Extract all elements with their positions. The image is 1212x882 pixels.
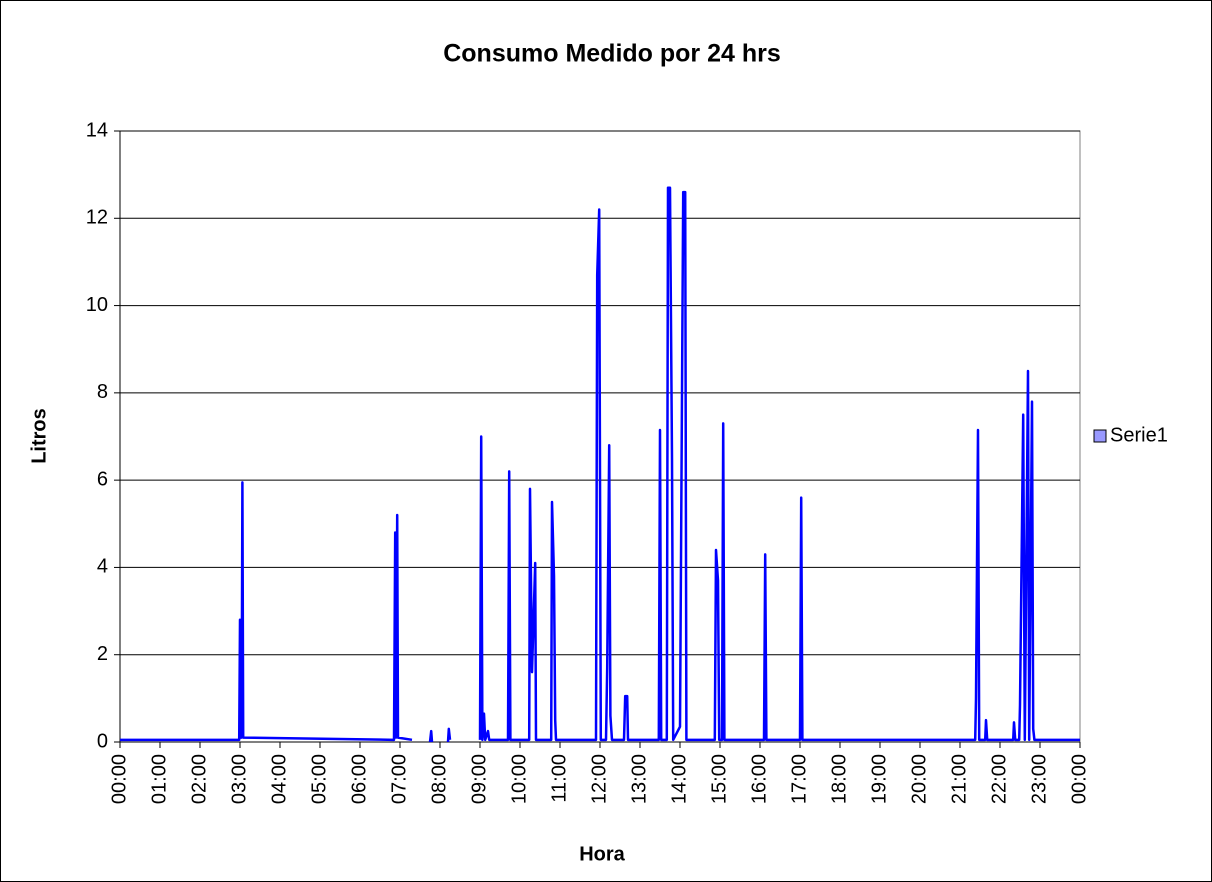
data-line (120, 186, 1080, 743)
x-tick-label: 04:00 (268, 754, 290, 804)
x-tick-label: 09:00 (468, 754, 490, 804)
x-tick-label: 12:00 (588, 754, 610, 804)
y-tick-label: 10 (86, 294, 108, 316)
x-tick-label: 02:00 (188, 754, 210, 804)
y-tick-label: 2 (97, 643, 108, 665)
x-tick-label: 10:00 (508, 754, 530, 804)
x-tick-label: 19:00 (868, 754, 890, 804)
x-tick-label: 08:00 (428, 754, 450, 804)
x-tick-label: 20:00 (908, 754, 930, 804)
x-tick-label: 05:00 (308, 754, 330, 804)
x-tick-label: 14:00 (668, 754, 690, 804)
x-tick-label: 01:00 (148, 754, 170, 804)
x-tick-label: 22:00 (988, 754, 1010, 804)
x-axis-title: Hora (579, 843, 625, 865)
x-tick-label: 21:00 (948, 754, 970, 804)
y-axis-title: Litros (28, 408, 50, 464)
y-tick-label: 0 (97, 730, 108, 752)
x-tick-label: 13:00 (628, 754, 650, 804)
x-tick-label: 17:00 (788, 754, 810, 804)
x-tick-label: 07:00 (388, 754, 410, 804)
x-tick-label: 11:00 (548, 754, 570, 803)
y-tick-label: 4 (97, 556, 108, 578)
x-tick-label: 16:00 (748, 754, 770, 804)
x-tick-label: 00:00 (108, 754, 130, 804)
x-tick-label: 03:00 (228, 754, 250, 804)
x-tick-label: 06:00 (348, 754, 370, 804)
x-tick-label: 00:00 (1068, 754, 1090, 804)
y-tick-label: 14 (86, 119, 108, 141)
x-tick-label: 18:00 (828, 754, 850, 804)
legend-label: Serie1 (1110, 424, 1168, 446)
y-tick-label: 8 (97, 381, 108, 403)
x-tick-label: 23:00 (1028, 754, 1050, 804)
x-tick-label: 15:00 (708, 754, 730, 804)
legend-swatch (1093, 429, 1107, 443)
y-tick-label: 12 (86, 207, 108, 229)
chart-title: Consumo Medido por 24 hrs (443, 40, 781, 68)
y-tick-label: 6 (97, 468, 108, 490)
